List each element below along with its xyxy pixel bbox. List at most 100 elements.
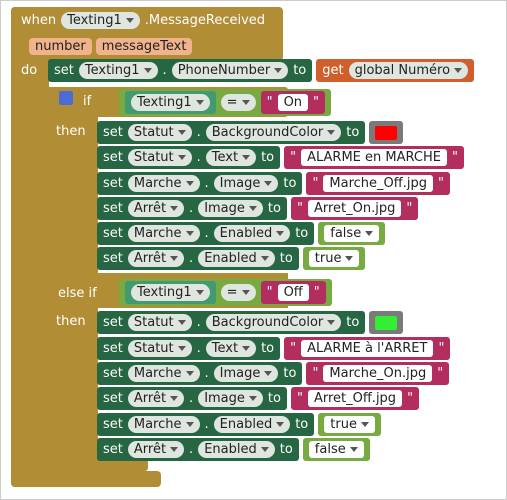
keyword: to (279, 251, 293, 266)
string[interactable]: Marche_Off.jpg (323, 175, 433, 192)
quote: " (406, 201, 413, 216)
component-dropdown[interactable]: Marche (127, 175, 200, 192)
component-dropdown[interactable]: Texting1 (131, 94, 210, 111)
color-swatch (375, 125, 398, 140)
component-dropdown[interactable]: Marche (127, 225, 200, 242)
keyword: set (103, 391, 123, 406)
property-dropdown[interactable]: Image (198, 390, 263, 407)
block-row: Texting1 = " Off " (119, 279, 332, 306)
quote: " (296, 201, 303, 216)
compare-block: Texting1 = " Off " (119, 279, 332, 306)
property-dropdown[interactable]: BackgroundColor (205, 124, 342, 141)
component-dropdown[interactable]: Arrêt (127, 441, 185, 458)
parameter[interactable]: number (29, 38, 92, 55)
text-block: " Marche_On.jpg " (306, 362, 450, 385)
component-dropdown[interactable]: Arrêt (127, 200, 185, 217)
string[interactable]: ALARME en MARCHE (301, 149, 447, 166)
color-block[interactable] (369, 311, 404, 334)
property-dropdown[interactable]: Text (205, 340, 257, 357)
string[interactable]: Arret_On.jpg (307, 200, 402, 217)
dot: . (196, 315, 201, 330)
setter-block: set Statut. Text to (97, 337, 281, 360)
variable-dropdown[interactable]: global Numéro (348, 62, 469, 79)
dropdown-arrow (360, 422, 369, 427)
keyword: set (103, 201, 123, 216)
dropdown-arrow (170, 447, 179, 452)
text-block: " On " (260, 91, 326, 114)
component-dropdown[interactable]: Texting1 (78, 62, 158, 79)
component-dropdown[interactable]: Texting1 (131, 284, 210, 301)
text-block: " Off " (260, 281, 326, 304)
property-dropdown[interactable]: Image (213, 175, 279, 192)
dropdown-arrow (195, 290, 204, 295)
property-dropdown-text: Image (204, 201, 245, 216)
operator-dropdown[interactable]: = (220, 94, 256, 111)
component-dropdown[interactable]: Marche (127, 365, 200, 382)
block-row: set Marche. Image to " Marche_On.jpg " (97, 362, 450, 385)
operator-dropdown-text: = (226, 95, 238, 110)
dropdown-arrow (177, 130, 186, 135)
logic-dropdown-text: true (330, 417, 357, 432)
logic-dropdown[interactable]: false (308, 441, 364, 458)
property-dropdown[interactable]: Image (213, 365, 279, 382)
property-dropdown[interactable]: Enabled (198, 441, 275, 458)
string[interactable]: ALARME à l'ARRET (301, 340, 434, 357)
logic-dropdown[interactable]: false (324, 225, 380, 242)
quote: " (407, 391, 414, 406)
keyword: if (83, 94, 92, 109)
keyword: set (103, 226, 123, 241)
string[interactable]: Arret_Off.jpg (307, 390, 403, 407)
dot: . (189, 391, 194, 406)
property-dropdown[interactable]: Enabled (213, 416, 291, 433)
logic-dropdown[interactable]: true (324, 416, 375, 433)
dropdown-arrow (195, 100, 204, 105)
dot: . (196, 341, 201, 356)
block-row: set Arrêt. Enabled to true (97, 247, 366, 270)
quote: " (312, 176, 319, 191)
block-row: set Texting1. PhoneNumber to get global Numér… (48, 59, 475, 82)
property-dropdown[interactable]: PhoneNumber (171, 62, 289, 79)
mutator-icon[interactable] (59, 91, 73, 105)
keyword: set (54, 63, 74, 78)
operator-dropdown[interactable]: = (220, 284, 256, 301)
operator-dropdown-text: = (226, 285, 238, 300)
quote: " (437, 366, 444, 381)
setter-block: set Statut. Text to (97, 146, 281, 169)
dropdown-arrow (185, 422, 194, 427)
property-dropdown[interactable]: Image (198, 200, 263, 217)
component-dropdown[interactable]: Statut (127, 124, 192, 141)
setter-block: set Arrêt. Enabled to (97, 438, 299, 461)
dropdown-arrow (177, 155, 186, 160)
logic-dropdown[interactable]: true (308, 250, 360, 267)
property-dropdown[interactable]: Enabled (213, 225, 291, 242)
dot: . (204, 417, 209, 432)
color-block[interactable] (369, 121, 404, 144)
property-dropdown[interactable]: BackgroundColor (205, 314, 342, 331)
component-dropdown[interactable]: Statut (127, 340, 192, 357)
string[interactable]: Off (277, 284, 309, 301)
component-dropdown[interactable]: Statut (127, 149, 192, 166)
property-dropdown[interactable]: Text (205, 149, 257, 166)
string[interactable]: Marche_On.jpg (323, 365, 433, 382)
string[interactable]: On (277, 94, 309, 111)
property-dropdown[interactable]: Enabled (198, 250, 275, 267)
property-dropdown-text: BackgroundColor (211, 125, 324, 140)
property-dropdown-text: BackgroundColor (211, 315, 324, 330)
variable-dropdown-text: global Numéro (354, 63, 451, 78)
block-row: when Texting1 .MessageReceived (15, 9, 271, 32)
component-dropdown[interactable]: Arrêt (127, 250, 185, 267)
dropdown-arrow (242, 155, 251, 160)
component-dropdown[interactable]: Marche (127, 416, 200, 433)
dot: . (196, 125, 201, 140)
keyword: set (103, 366, 123, 381)
component-dropdown[interactable]: Arrêt (127, 390, 185, 407)
logic-dropdown-text: true (314, 251, 342, 266)
dropdown-arrow (345, 256, 354, 261)
dot: . (204, 366, 209, 381)
parameter[interactable]: messageText (95, 38, 193, 55)
keyword: set (103, 315, 123, 330)
component-dropdown[interactable]: Texting1 (61, 12, 140, 29)
component-dropdown-text: Arrêt (133, 442, 167, 457)
logic-block: true (302, 247, 366, 270)
component-dropdown[interactable]: Statut (127, 314, 192, 331)
